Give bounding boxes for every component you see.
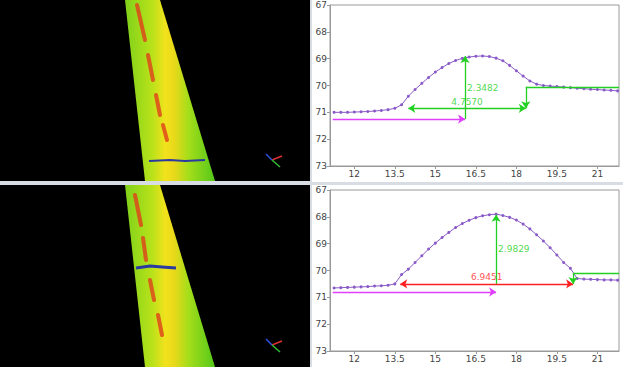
svg-text:13.5: 13.5	[385, 169, 405, 179]
svg-text:67: 67	[316, 0, 327, 10]
svg-text:71: 71	[316, 292, 327, 302]
svg-text:71: 71	[316, 107, 327, 117]
svg-text:67: 67	[316, 185, 327, 195]
svg-text:68: 68	[316, 27, 328, 37]
svg-text:13.5: 13.5	[385, 354, 405, 364]
svg-text:19.5: 19.5	[547, 169, 567, 179]
svg-text:4.7570: 4.7570	[451, 97, 483, 107]
svg-text:18: 18	[511, 169, 523, 179]
svg-text:2.9829: 2.9829	[498, 244, 530, 254]
svg-text:73: 73	[316, 161, 327, 171]
svg-text:19.5: 19.5	[547, 354, 567, 364]
svg-text:70: 70	[316, 266, 328, 276]
svg-text:12: 12	[349, 169, 360, 179]
svg-text:72: 72	[316, 134, 327, 144]
svg-text:15: 15	[430, 169, 441, 179]
svg-text:69: 69	[316, 239, 328, 249]
svg-text:18: 18	[511, 354, 523, 364]
svg-text:72: 72	[316, 319, 327, 329]
svg-text:21: 21	[592, 169, 603, 179]
svg-text:69: 69	[316, 54, 328, 64]
svg-text:16.5: 16.5	[466, 354, 486, 364]
svg-text:21: 21	[592, 354, 603, 364]
svg-text:73: 73	[316, 346, 327, 356]
svg-text:68: 68	[316, 212, 328, 222]
svg-text:70: 70	[316, 81, 328, 91]
svg-text:6.9451: 6.9451	[471, 272, 503, 282]
svg-text:12: 12	[349, 354, 360, 364]
svg-text:15: 15	[430, 354, 441, 364]
svg-text:16.5: 16.5	[466, 169, 486, 179]
svg-text:2.3482: 2.3482	[467, 83, 499, 93]
